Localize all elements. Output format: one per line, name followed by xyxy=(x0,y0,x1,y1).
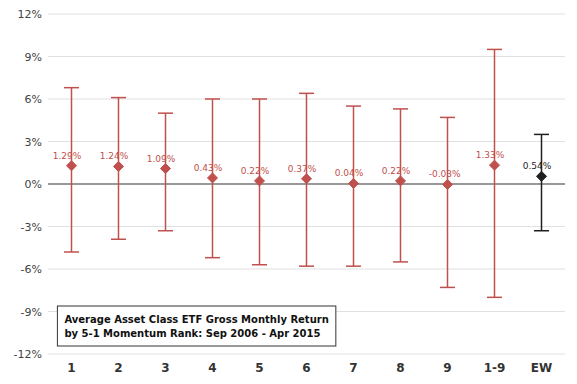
error-cap-low xyxy=(205,257,220,259)
x-tick-label: 2 xyxy=(114,361,122,375)
annotation: Average Asset Class ETF Gross Monthly Re… xyxy=(57,306,335,346)
annotation-text: by 5-1 Momentum Rank: Sep 2006 - Apr 201… xyxy=(64,328,320,339)
error-bar xyxy=(447,117,449,287)
data-label: 0.37% xyxy=(288,164,317,174)
error-cap-high xyxy=(440,117,455,119)
marks xyxy=(64,49,549,297)
y-tick-label: 3% xyxy=(25,136,42,149)
mean-marker xyxy=(537,171,547,181)
error-cap-low xyxy=(534,230,549,232)
error-bar xyxy=(494,49,496,297)
chart: -12% -9% -6% -3% 0% 3% 6% 9% 12% 1 2 3 4 5 6 7 8 9 1-9 EW 1.… xyxy=(0,0,577,384)
y-tick-label: 9% xyxy=(25,51,42,64)
grid xyxy=(48,14,565,354)
x-tick-label: EW xyxy=(531,361,552,375)
x-tick-label: 6 xyxy=(302,361,310,375)
mean-marker xyxy=(67,161,77,171)
error-bar xyxy=(541,134,543,230)
data-label: 0.22% xyxy=(241,166,270,176)
annotation-text: Average Asset Class ETF Gross Monthly Re… xyxy=(64,314,328,325)
error-cap-high xyxy=(205,98,220,100)
error-cap-low xyxy=(487,297,502,299)
x-tick-label: 8 xyxy=(396,361,404,375)
y-tick-label: -12% xyxy=(14,348,42,361)
error-cap-high xyxy=(252,98,267,100)
x-tick-label: 5 xyxy=(255,361,263,375)
error-cap-low xyxy=(299,265,314,267)
error-cap-high xyxy=(111,97,126,99)
data-label: 0.43% xyxy=(194,163,223,173)
error-cap-high xyxy=(64,87,79,89)
y-tick-label: 12% xyxy=(18,8,42,21)
error-cap-high xyxy=(534,134,549,136)
x-tick-label: 4 xyxy=(208,361,216,375)
error-cap-high xyxy=(487,49,502,51)
error-cap-low xyxy=(393,261,408,263)
mean-marker xyxy=(396,176,406,186)
grid-line xyxy=(48,56,565,57)
y-tick-label: 0% xyxy=(25,178,42,191)
annotation-box xyxy=(57,306,335,346)
x-tick-label: 3 xyxy=(161,361,169,375)
y-tick-label: 6% xyxy=(25,93,42,106)
grid-line xyxy=(48,14,565,15)
x-tick-label: 1 xyxy=(67,361,75,375)
data-label: 0.54% xyxy=(523,161,552,171)
error-cap-low xyxy=(158,230,173,232)
mean-marker xyxy=(161,164,171,174)
data-label: -0.03% xyxy=(429,169,461,179)
x-tick-label: 1-9 xyxy=(484,361,506,375)
grid-line xyxy=(48,354,565,355)
error-cap-low xyxy=(346,265,361,267)
x-tick-label: 9 xyxy=(443,361,451,375)
error-cap-low xyxy=(252,264,267,266)
grid-line xyxy=(48,269,565,270)
data-label: 1.24% xyxy=(100,151,129,161)
data-label: 0.22% xyxy=(382,166,411,176)
mean-marker xyxy=(490,160,500,170)
x-tick-label: 7 xyxy=(349,361,357,375)
error-cap-high xyxy=(299,93,314,95)
error-cap-low xyxy=(111,239,126,241)
mean-marker xyxy=(349,178,359,188)
error-cap-high xyxy=(393,108,408,110)
y-tick-label: -6% xyxy=(21,263,42,276)
data-label: 1.29% xyxy=(53,151,82,161)
mean-marker xyxy=(302,174,312,184)
error-cap-low xyxy=(64,251,79,253)
mean-marker xyxy=(443,179,453,189)
x-ticks: 1 2 3 4 5 6 7 8 9 1-9 EW xyxy=(67,361,552,375)
error-cap-high xyxy=(346,105,361,107)
mean-marker xyxy=(114,161,124,171)
y-tick-label: -9% xyxy=(21,306,42,319)
mean-marker xyxy=(255,176,265,186)
error-cap-high xyxy=(158,112,173,114)
data-label: 1.33% xyxy=(476,150,505,160)
data-label: 0.04% xyxy=(335,168,364,178)
error-cap-low xyxy=(440,287,455,289)
mean-marker xyxy=(208,173,218,183)
data-label: 1.09% xyxy=(147,154,176,164)
y-tick-label: -3% xyxy=(21,221,42,234)
data-labels: 1.29% 1.24% 1.09% 0.43% 0.22% 0.37% 0.04% 0.22%… xyxy=(53,150,552,179)
y-ticks: -12% -9% -6% -3% 0% 3% 6% 9% 12% xyxy=(14,8,42,361)
